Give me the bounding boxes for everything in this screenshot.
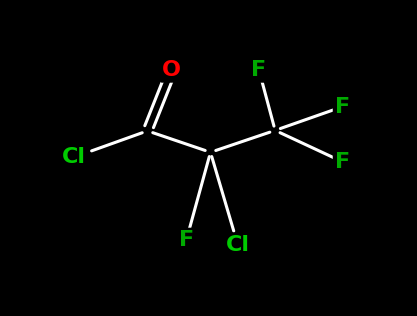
Text: F: F [178,230,194,250]
Text: Cl: Cl [62,147,86,167]
Text: Cl: Cl [226,235,250,255]
Text: F: F [251,60,266,80]
Text: F: F [335,152,351,172]
Text: O: O [162,60,181,80]
Text: F: F [335,96,351,117]
